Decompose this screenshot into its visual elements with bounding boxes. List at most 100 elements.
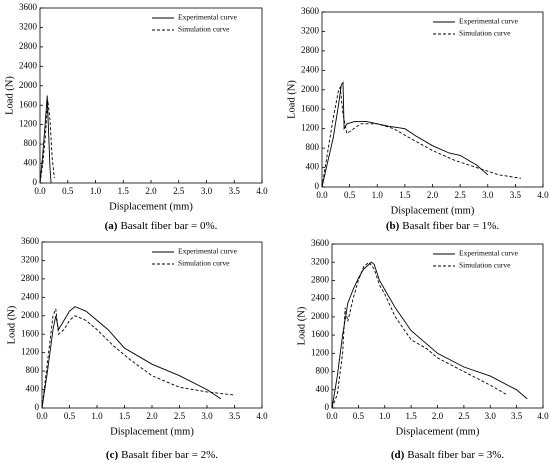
- y-tick-label: 2000: [21, 310, 40, 320]
- y-tick-label: 2000: [301, 84, 320, 94]
- legend-label: Experimental curve: [178, 13, 238, 22]
- y-tick-label: 0: [325, 402, 330, 412]
- y-tick-label: 1200: [21, 347, 40, 357]
- y-axis-label: Load (N): [296, 306, 307, 345]
- x-tick-label: 1.0: [90, 186, 102, 196]
- legend-label: Simulation curve: [459, 261, 511, 270]
- panel-label: (d): [391, 449, 405, 461]
- legend-label: Experimental curve: [178, 247, 238, 256]
- legend-label: Simulation curve: [459, 29, 511, 38]
- plot-frame: [39, 7, 263, 184]
- x-tick-label: 0.0: [34, 186, 46, 196]
- x-axis-label: Displacement (mm): [110, 426, 194, 437]
- x-tick-label: 0.0: [326, 411, 338, 421]
- x-tick-label: 2.5: [455, 190, 467, 200]
- y-tick-label: 2800: [19, 41, 38, 51]
- y-tick-label: 1600: [301, 103, 320, 113]
- y-tick-label: 2800: [311, 275, 330, 285]
- x-tick-label: 3.5: [229, 186, 241, 196]
- series-line: [39, 100, 55, 184]
- y-tick-label: 3600: [301, 6, 320, 16]
- y-tick-label: 0: [315, 181, 320, 191]
- x-tick-label: 2.5: [458, 411, 470, 421]
- x-tick-label: 2.0: [146, 411, 158, 421]
- x-tick-label: 2.0: [145, 186, 157, 196]
- x-tick-label: 2.5: [173, 186, 185, 196]
- y-tick-label: 400: [26, 384, 40, 394]
- y-tick-label: 1200: [19, 119, 38, 129]
- y-tick-label: 3200: [301, 26, 320, 36]
- x-tick-label: 1.5: [119, 411, 131, 421]
- y-axis-label: Load (N): [4, 76, 15, 115]
- x-tick-label: 0.0: [316, 190, 328, 200]
- x-tick-label: 4.0: [256, 411, 268, 421]
- series-line: [331, 261, 528, 409]
- panel-label: (b): [386, 220, 400, 232]
- y-tick-label: 2400: [21, 291, 40, 301]
- x-tick-label: 1.5: [118, 186, 130, 196]
- panel-label: (c): [106, 449, 119, 461]
- x-tick-label: 3.5: [511, 411, 523, 421]
- y-tick-label: 400: [316, 384, 330, 394]
- y-tick-label: 3600: [19, 2, 38, 12]
- series-line: [321, 81, 489, 188]
- y-axis-label: Load (N): [6, 305, 17, 344]
- y-tick-label: 1200: [311, 347, 330, 357]
- y-tick-label: 3600: [21, 236, 40, 246]
- y-tick-label: 1600: [311, 329, 330, 339]
- y-tick-label: 2800: [301, 45, 320, 55]
- x-tick-label: 2.0: [432, 411, 444, 421]
- x-tick-label: 1.5: [399, 190, 411, 200]
- series-line: [41, 308, 235, 409]
- caption: (b) Basalt fiber bar = 1%.: [386, 220, 500, 232]
- x-tick-label: 0.0: [36, 411, 48, 421]
- y-tick-label: 0: [33, 177, 38, 187]
- x-tick-label: 0.5: [62, 186, 74, 196]
- y-tick-label: 800: [306, 142, 320, 152]
- x-tick-label: 4.0: [537, 411, 549, 421]
- series-line: [41, 306, 222, 409]
- y-tick-label: 400: [306, 162, 320, 172]
- y-tick-label: 2800: [21, 273, 40, 283]
- y-tick-label: 800: [24, 138, 38, 148]
- legend-label: Simulation curve: [178, 25, 230, 34]
- x-tick-label: 1.5: [406, 411, 418, 421]
- y-tick-label: 2400: [19, 60, 38, 70]
- series-line: [321, 85, 521, 188]
- y-tick-label: 3200: [21, 255, 40, 265]
- series-line: [39, 95, 52, 184]
- x-tick-label: 3.0: [482, 190, 494, 200]
- x-tick-label: 4.0: [256, 186, 268, 196]
- y-tick-label: 800: [26, 365, 40, 375]
- x-axis-label: Displacement (mm): [391, 205, 475, 216]
- x-tick-label: 3.5: [229, 411, 241, 421]
- caption: (a) Basalt fiber bar = 0%.: [105, 220, 218, 232]
- x-tick-label: 3.0: [201, 411, 213, 421]
- caption-text: Basalt fiber bar = 0%.: [120, 220, 217, 232]
- x-tick-label: 0.5: [353, 411, 365, 421]
- x-tick-label: 1.0: [379, 411, 391, 421]
- caption: (d) Basalt fiber bar = 3%.: [391, 449, 505, 461]
- x-tick-label: 3.0: [485, 411, 497, 421]
- plot-frame: [321, 11, 544, 188]
- x-tick-label: 3.5: [510, 190, 522, 200]
- y-tick-label: 1200: [301, 123, 320, 133]
- x-tick-label: 4.0: [537, 190, 549, 200]
- caption: (c) Basalt fiber bar = 2%.: [106, 449, 218, 461]
- x-tick-label: 1.0: [372, 190, 384, 200]
- legend-label: Experimental curve: [459, 249, 519, 258]
- y-tick-label: 2000: [311, 311, 330, 321]
- y-axis-label: Load (N): [286, 80, 297, 119]
- x-tick-label: 2.0: [427, 190, 439, 200]
- legend-label: Experimental curve: [459, 17, 519, 26]
- y-tick-label: 2000: [19, 80, 38, 90]
- caption-text: Basalt fiber bar = 2%.: [121, 449, 218, 461]
- x-tick-label: 1.0: [91, 411, 103, 421]
- y-tick-label: 800: [316, 366, 330, 376]
- x-tick-label: 2.5: [174, 411, 186, 421]
- y-tick-label: 3200: [311, 256, 330, 266]
- x-axis-label: Displacement (mm): [396, 426, 480, 437]
- y-tick-label: 3200: [19, 22, 38, 32]
- y-tick-label: 3600: [311, 238, 330, 248]
- x-tick-label: 0.5: [344, 190, 356, 200]
